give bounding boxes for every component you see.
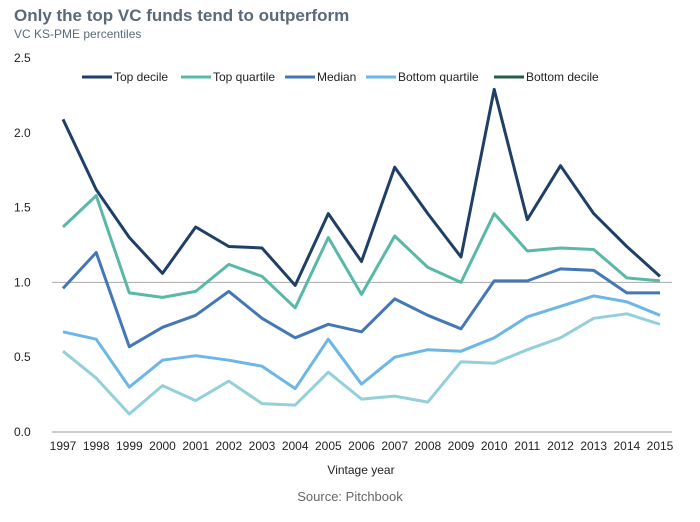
x-tick-label: 2011 [514,439,540,453]
x-tick-label: 2008 [414,439,441,453]
y-tick-label: 2.5 [14,51,31,65]
series-lines [61,87,662,416]
x-axis-label: Vintage year [327,463,394,477]
x-tick-label: 2001 [182,439,209,453]
legend-label: Median [317,70,356,84]
x-tick-label: 2015 [647,439,674,453]
legend-label: Bottom quartile [398,70,479,84]
y-tick-label: 0.5 [14,350,31,364]
x-tick-label: 2009 [448,439,475,453]
y-axis: 0.0 0.5 1.0 1.5 2.0 2.5 [14,51,31,439]
x-tick-label: 1999 [116,439,143,453]
x-tick-label: 2003 [249,439,276,453]
y-tick-label: 0.0 [14,425,31,439]
legend-label: Top quartile [213,70,275,84]
y-tick-label: 1.0 [14,275,31,289]
chart-title: Only the top VC funds tend to outperform [14,6,350,25]
series-line-top-decile [61,87,662,287]
y-tick-label: 1.5 [14,201,31,215]
x-tick-label: 2004 [282,439,309,453]
x-axis: 1997 1998 1999 2000 2001 2002 2003 2004 2005 2006… [50,439,674,453]
legend-label: Top decile [114,70,168,84]
legend: Top decile Top quartile Median Bottom quart… [82,70,599,84]
x-tick-label: 2010 [481,439,508,453]
x-tick-label: 2005 [315,439,342,453]
x-tick-label: 2012 [547,439,574,453]
series-line-bottom-quartile [62,294,661,391]
legend-label: Bottom decile [526,70,599,84]
x-tick-label: 1998 [83,439,110,453]
x-tick-label: 2002 [215,439,242,453]
source-note: Source: Pitchbook [297,489,403,504]
series-line-median [61,251,660,349]
x-tick-label: 2014 [613,439,640,453]
series-line-bottom-decile [62,312,661,416]
series-line-top-quartile [61,194,661,310]
x-tick-label: 2013 [580,439,607,453]
x-tick-label: 2000 [149,439,176,453]
x-tick-label: 1997 [50,439,77,453]
x-tick-label: 2006 [348,439,375,453]
chart-subtitle: VC KS-PME percentiles [14,27,142,41]
x-tick-label: 2007 [381,439,408,453]
y-tick-label: 2.0 [14,126,31,140]
